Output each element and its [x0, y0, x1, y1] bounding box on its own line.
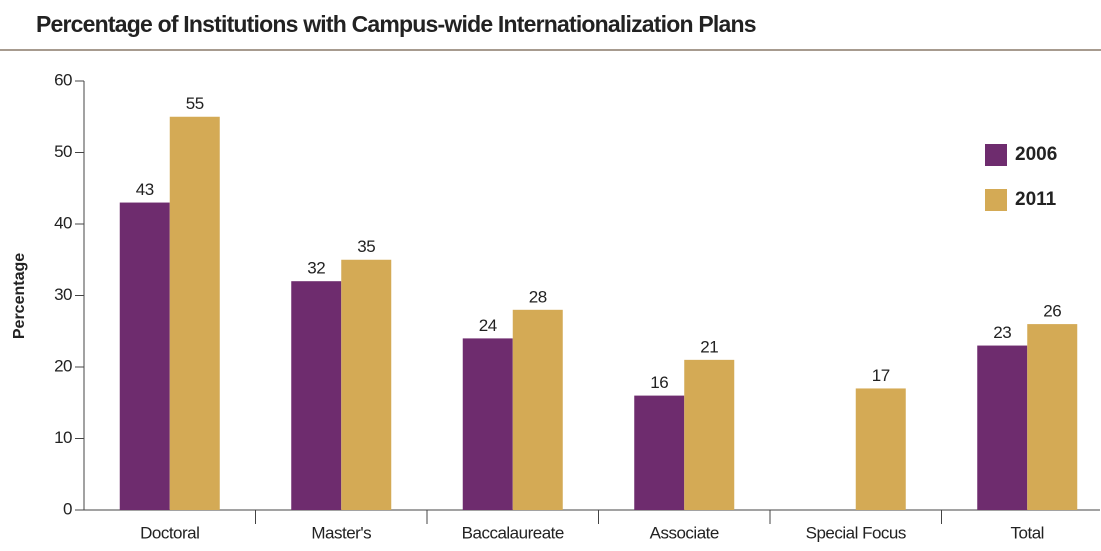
value-label: 55	[186, 94, 204, 113]
value-label: 43	[136, 180, 154, 199]
value-label: 16	[650, 373, 668, 392]
value-label: 21	[700, 337, 718, 356]
x-tick-label: Associate	[650, 523, 719, 542]
x-tick-label: Special Focus	[806, 523, 906, 542]
value-label: 24	[479, 316, 497, 335]
bar	[855, 388, 906, 510]
value-label: 32	[307, 259, 325, 278]
bar	[462, 338, 513, 510]
bar	[684, 359, 735, 510]
bar	[291, 281, 342, 510]
value-label: 17	[872, 366, 890, 385]
bar	[119, 202, 170, 511]
legend-label: 2006	[1015, 144, 1057, 165]
y-tick-label: 30	[54, 285, 72, 304]
bar	[341, 259, 392, 510]
legend-label: 2011	[1015, 189, 1057, 210]
x-tick-label: Total	[1011, 523, 1044, 542]
x-tick-label: Master's	[311, 523, 371, 542]
x-tick-label: Doctoral	[140, 523, 199, 542]
y-tick-label: 0	[63, 499, 72, 518]
bar	[634, 395, 685, 510]
y-tick-label: 40	[54, 213, 72, 232]
y-tick-label: 60	[54, 70, 72, 89]
value-label: 26	[1043, 302, 1061, 321]
value-label: 35	[357, 237, 375, 256]
y-tick-label: 10	[54, 428, 72, 447]
legend-swatch	[985, 144, 1007, 166]
chart-title: Percentage of Institutions with Campus-w…	[36, 11, 756, 37]
y-tick-label: 20	[54, 356, 72, 375]
bar	[169, 116, 220, 510]
x-tick-label: Baccalaureate	[462, 523, 564, 542]
bar	[512, 309, 563, 510]
y-tick-label: 50	[54, 142, 72, 161]
legend-swatch	[985, 189, 1007, 211]
bar	[977, 345, 1028, 510]
value-label: 28	[529, 287, 547, 306]
value-label: 23	[993, 323, 1011, 342]
y-axis-label: Percentage	[11, 253, 28, 339]
bar	[1027, 324, 1078, 510]
